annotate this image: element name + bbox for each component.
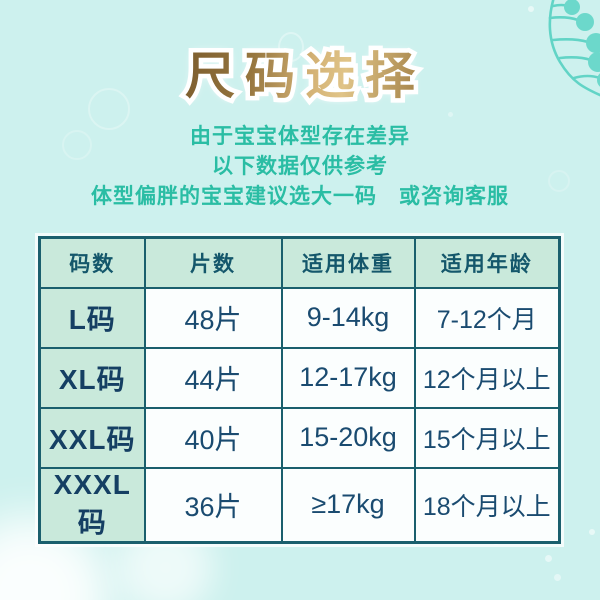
age-cell: 18个月以上: [413, 466, 561, 543]
pieces-cell: 40片: [143, 406, 283, 469]
bubble: [554, 574, 561, 581]
table-row: L码 48片 9-14kg 7-12个月: [38, 286, 561, 349]
column-header-weight: 适用体重: [280, 236, 416, 289]
subtitle-line-2: 以下数据仅供参考: [212, 155, 388, 178]
subtitle-line-3: 体型偏胖的宝宝建议选大一码 或咨询客服: [91, 185, 509, 208]
column-header-size: 码数: [38, 236, 146, 289]
bubble: [62, 130, 92, 160]
bubble: [545, 555, 552, 562]
size-cell: XXXL码: [38, 466, 146, 543]
size-table: 码数 片数 适用体重 适用年龄 L码 48片 9-14kg 7-12个月 XL码…: [38, 236, 561, 544]
bubble: [278, 32, 304, 62]
bubble: [88, 88, 130, 130]
berry-branch-icon: [548, 0, 600, 97]
size-cell: XXL码: [38, 406, 146, 469]
table-row: XL码 44片 12-17kg 12个月以上: [38, 346, 561, 409]
bubble: [470, 180, 474, 184]
bubble: [589, 529, 595, 535]
column-header-pieces: 片数: [143, 236, 283, 289]
size-cell: XL码: [38, 346, 146, 409]
table-row: XXL码 40片 15-20kg 15个月以上: [38, 406, 561, 469]
subtitle-line-1: 由于宝宝体型存在差异: [190, 125, 410, 148]
weight-cell: 15-20kg: [280, 406, 416, 469]
weight-cell: 9-14kg: [280, 286, 416, 349]
subtitle: 由于宝宝体型存在差异 以下数据仅供参考 体型偏胖的宝宝建议选大一码 或咨询客服: [0, 122, 600, 212]
weight-cell: ≥17kg: [280, 466, 416, 543]
page-title-text: 尺码选择: [185, 48, 425, 104]
pieces-cell: 36片: [143, 466, 283, 543]
weight-cell: 12-17kg: [280, 346, 416, 409]
bubble: [448, 112, 453, 117]
pieces-cell: 48片: [143, 286, 283, 349]
page-title-outline: 尺码选择: [181, 45, 425, 107]
column-header-age: 适用年龄: [413, 236, 561, 289]
table-row: XXXL码 36片 ≥17kg 18个月以上: [38, 466, 561, 543]
pieces-cell: 44片: [143, 346, 283, 409]
size-cell: L码: [38, 286, 146, 349]
age-cell: 12个月以上: [413, 346, 561, 409]
page-title: 尺码选择 尺码选择: [0, 45, 600, 107]
bubble: [548, 170, 570, 192]
table-header-row: 码数 片数 适用体重 适用年龄: [38, 236, 561, 289]
bubble: [528, 6, 534, 12]
age-cell: 7-12个月: [413, 286, 561, 349]
age-cell: 15个月以上: [413, 406, 561, 469]
